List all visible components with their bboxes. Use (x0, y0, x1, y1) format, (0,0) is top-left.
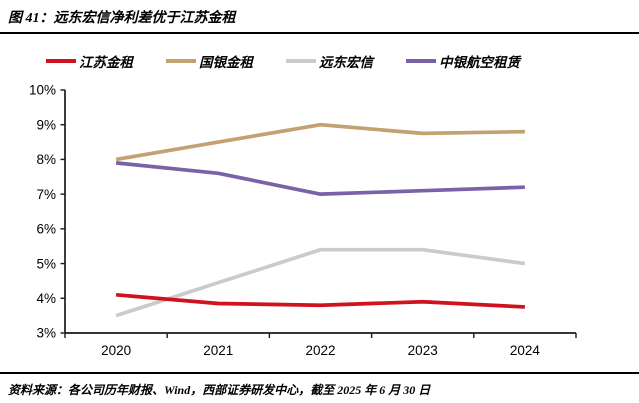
source-note: 资料来源：各公司历年财报、Wind，西部证券研发中心，截至 2025 年 6 月… (8, 383, 431, 397)
series-line-boc-aviation (115, 161, 525, 196)
y-axis-label: 9% (36, 117, 56, 132)
legend-swatch-cdb-leasing (166, 59, 196, 63)
legend-label-jiangsu-leasing: 江苏金租 (79, 55, 133, 70)
y-axis-label: 7% (36, 187, 56, 202)
y-axis-label: 10% (29, 83, 56, 98)
series-line-jiangsu-leasing (115, 292, 525, 309)
y-axis-label: 4% (36, 291, 56, 306)
y-axis-label: 5% (36, 256, 56, 271)
line-chart: 3% 4% 5% 6% 7% 8% 9% 10% 2020 2021 2022 2023 2024 (29, 83, 577, 358)
legend-item-jiangsu-leasing: 江苏金租 (46, 51, 133, 71)
y-axis-label: 3% (36, 326, 56, 341)
legend-item-cdb-leasing: 国银金租 (166, 51, 253, 71)
y-axis-label: 6% (36, 222, 56, 237)
x-axis-label: 2023 (408, 343, 438, 358)
legend: 江苏金租 国银金租 远东宏信 中银航空租赁 (46, 52, 520, 70)
figure-title: 图 41：远东宏信净利差优于江苏金租 (8, 11, 236, 26)
y-axis-label: 8% (36, 152, 56, 167)
series-line-far-east-horizon (115, 247, 526, 318)
legend-swatch-far-east-horizon (286, 59, 316, 63)
x-axis-label: 2024 (510, 343, 541, 358)
legend-label-boc-aviation: 中银航空租赁 (439, 55, 520, 70)
x-axis-label: 2022 (305, 343, 335, 358)
legend-swatch-boc-aviation (406, 59, 436, 63)
x-axis-label: 2020 (101, 343, 131, 358)
legend-label-far-east-horizon: 远东宏信 (319, 55, 373, 70)
legend-swatch-jiangsu-leasing (46, 59, 76, 63)
bottom-divider (0, 372, 639, 374)
x-axis-label: 2021 (203, 343, 233, 358)
legend-item-far-east-horizon: 远东宏信 (286, 51, 373, 71)
top-divider (0, 32, 639, 34)
legend-item-boc-aviation: 中银航空租赁 (406, 51, 520, 71)
legend-label-cdb-leasing: 国银金租 (199, 55, 253, 70)
series-line-cdb-leasing (115, 122, 525, 162)
